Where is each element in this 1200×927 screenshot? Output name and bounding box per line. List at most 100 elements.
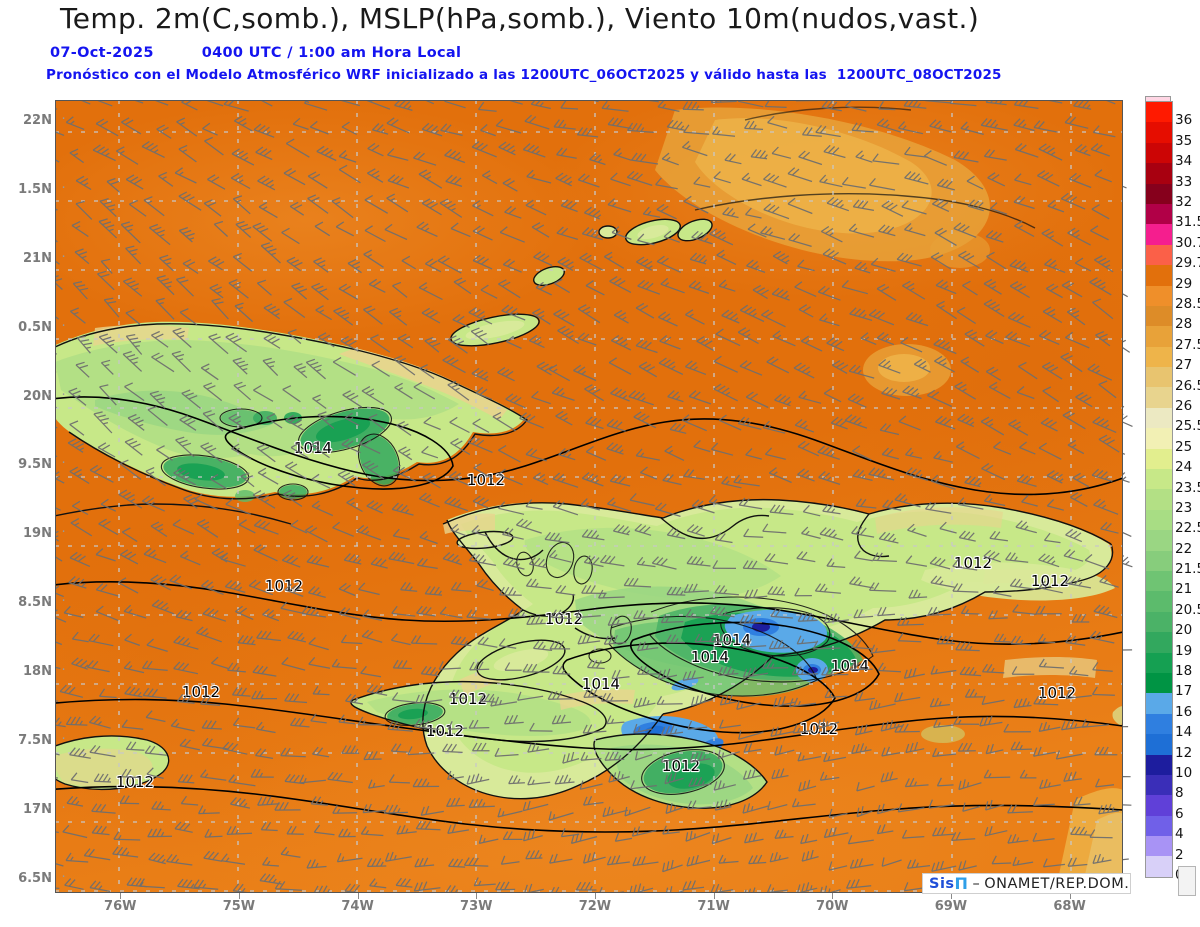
wind-barb	[949, 100, 977, 107]
wind-barb	[958, 779, 982, 791]
wind-barb	[577, 332, 597, 346]
wind-barb	[338, 164, 361, 184]
wind-barb	[156, 445, 173, 461]
wind-barb	[366, 858, 387, 868]
colorbar-cell	[1146, 632, 1172, 653]
wind-barb	[798, 779, 817, 792]
wind-barb	[123, 661, 145, 674]
wind-barb	[338, 283, 359, 300]
wind-barb	[928, 799, 955, 809]
wind-barb	[960, 605, 980, 615]
wind-barb	[1068, 665, 1089, 677]
wind-barb	[958, 860, 977, 871]
wind-barb	[71, 221, 89, 238]
wind-barb	[519, 412, 544, 429]
wind-barb	[340, 335, 359, 352]
wind-barb	[1038, 143, 1063, 161]
wind-barb	[364, 225, 386, 243]
wind-barb	[1005, 552, 1029, 563]
colorbar-tick-label: 16	[1175, 703, 1193, 720]
wind-barb	[1063, 771, 1082, 782]
wind-barb	[343, 553, 362, 565]
wind-barb	[586, 659, 605, 670]
wind-barb	[801, 526, 821, 540]
wind-barb	[985, 100, 1007, 106]
wind-barb	[389, 307, 408, 326]
wind-barb	[791, 798, 816, 808]
x-axis-tick-label: 73W	[460, 899, 493, 914]
colorbar-tick-label: 28.5	[1175, 295, 1200, 312]
colorbar[interactable]	[1145, 101, 1173, 878]
wind-barb	[845, 100, 867, 112]
wind-barb	[55, 633, 63, 646]
wind-barb	[742, 560, 767, 570]
wind-barb	[175, 276, 194, 297]
wind-barb	[283, 167, 306, 186]
wind-barb	[953, 715, 980, 725]
wind-barb	[1005, 331, 1031, 348]
wind-barb	[953, 150, 979, 163]
wind-barb	[952, 583, 979, 593]
colorbar-tick-label: 27	[1175, 357, 1193, 374]
wind-barb	[536, 361, 553, 376]
map-plot-area[interactable]: 1014 1012 1012 1012 1012 1012 1014 1014 1014 1012…	[55, 100, 1123, 893]
wind-barb	[420, 805, 444, 816]
wind-barb	[147, 828, 173, 838]
wind-barb	[498, 141, 516, 156]
wind-barb	[1075, 392, 1093, 408]
x-axis-tick-label: 76W	[104, 899, 137, 914]
wind-barb	[305, 525, 328, 543]
wind-barb	[964, 688, 984, 698]
wind-barb	[823, 613, 849, 624]
wind-barb	[125, 245, 142, 265]
wind-barb	[232, 883, 255, 893]
wind-barb	[59, 684, 84, 698]
wind-barb	[123, 277, 143, 297]
wind-barb	[901, 200, 927, 215]
wind-barb	[556, 147, 577, 159]
y-axis-tick-dots: · · ·	[33, 732, 69, 748]
wind-barb	[74, 248, 90, 265]
wind-barb	[881, 386, 901, 400]
small-islands	[55, 219, 1123, 790]
wind-barb	[654, 502, 681, 517]
wind-barb	[505, 393, 526, 409]
wind-barb	[764, 100, 787, 109]
wind-barb	[1123, 726, 1129, 728]
wind-barb	[452, 313, 470, 328]
wind-barb	[173, 661, 199, 675]
wind-barb	[562, 751, 580, 764]
wind-barb	[260, 242, 281, 264]
wind-barb	[284, 693, 308, 704]
wind-barb	[69, 747, 91, 759]
wind-barb	[951, 831, 976, 842]
wind-barb	[879, 423, 900, 436]
y-axis-tick-label: 19N	[23, 526, 52, 542]
wind-barb	[477, 101, 497, 112]
wind-barb	[311, 473, 331, 489]
wind-barb	[687, 800, 712, 810]
wind-barb	[447, 823, 470, 835]
colorbar-cell	[1146, 448, 1172, 470]
wind-barb	[473, 877, 496, 887]
wind-barb	[437, 255, 462, 274]
wind-barb	[682, 880, 705, 891]
wind-barb	[606, 715, 625, 725]
wind-barb	[823, 752, 847, 763]
wind-barb	[849, 307, 873, 322]
colorbar-scroll-handle[interactable]	[1178, 866, 1196, 896]
wind-barb	[902, 280, 926, 300]
wind-barb	[1093, 498, 1119, 515]
wind-barb	[908, 589, 928, 599]
hispaniola-landmass	[351, 499, 1115, 809]
wind-barb	[287, 329, 302, 344]
wind-barb	[713, 355, 738, 373]
wind-barb	[263, 303, 280, 320]
wind-barb	[876, 803, 899, 815]
wind-barb	[876, 283, 897, 301]
wind-barb	[369, 878, 387, 889]
wind-barb	[772, 330, 796, 347]
mslp-isobar-layer	[55, 396, 1123, 833]
wind-barb	[202, 607, 227, 622]
wind-barb	[905, 555, 928, 567]
